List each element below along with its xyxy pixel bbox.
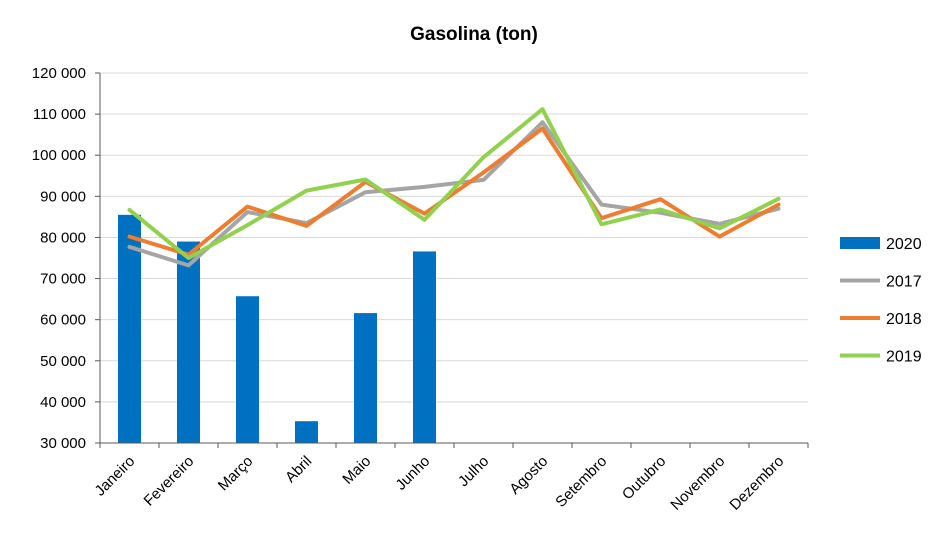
x-tick-label: Dezembro xyxy=(726,453,787,514)
bars-2020 xyxy=(118,214,436,443)
bar-2020 xyxy=(295,421,318,443)
y-tick-label: 40 000 xyxy=(40,394,86,411)
y-tick-label: 120 000 xyxy=(32,65,86,82)
bar-2020 xyxy=(236,296,259,443)
x-tick-label: Março xyxy=(215,453,256,494)
x-tick-label: Outubro xyxy=(619,453,669,503)
y-tick-label: 30 000 xyxy=(40,435,86,452)
x-tick-label: Junho xyxy=(392,453,433,494)
gridlines xyxy=(100,72,808,403)
x-tick-label: Abril xyxy=(282,453,315,486)
series-line-2019 xyxy=(127,107,781,260)
y-tick-label: 50 000 xyxy=(40,353,86,370)
legend-label-2019: 2019 xyxy=(886,349,922,366)
y-tick-label: 70 000 xyxy=(40,271,86,288)
bar-2020 xyxy=(354,313,377,443)
x-tick-label: Maio xyxy=(339,453,374,488)
bar-2020 xyxy=(177,241,200,443)
y-tick-label: 80 000 xyxy=(40,229,86,246)
legend-swatch-2020 xyxy=(840,237,880,249)
y-axis-ticks: 30 000 40 000 50 000 60 000 70 000 80 000 90 0… xyxy=(32,65,86,452)
x-tick-label: Novembro xyxy=(667,453,728,514)
chart-title: Gasolina (ton) xyxy=(410,24,538,45)
x-tick-label: Janeiro xyxy=(92,453,139,500)
x-tick-label: Fevereiro xyxy=(141,453,198,510)
legend-label-2017: 2017 xyxy=(886,274,922,291)
legend: 2020 2017 2018 2019 xyxy=(840,236,922,366)
bar-2020 xyxy=(118,214,141,443)
line-series xyxy=(127,107,781,268)
x-tick-label: Setembro xyxy=(552,453,610,511)
x-tick-label: Julho xyxy=(455,453,492,490)
bar-2020 xyxy=(413,251,436,443)
x-tick-label: Agosto xyxy=(506,453,551,498)
y-tick-label: 100 000 xyxy=(32,147,86,164)
axes xyxy=(95,72,809,448)
y-tick-label: 110 000 xyxy=(33,106,86,123)
x-axis-ticks: Janeiro Fevereiro Março Abril Maio Junho Julho… xyxy=(92,453,788,514)
y-tick-label: 90 000 xyxy=(40,188,86,205)
y-tick-label: 60 000 xyxy=(40,312,86,329)
series-line-2018 xyxy=(127,126,781,257)
legend-label-2018: 2018 xyxy=(886,311,922,328)
legend-label-2020: 2020 xyxy=(886,236,922,253)
